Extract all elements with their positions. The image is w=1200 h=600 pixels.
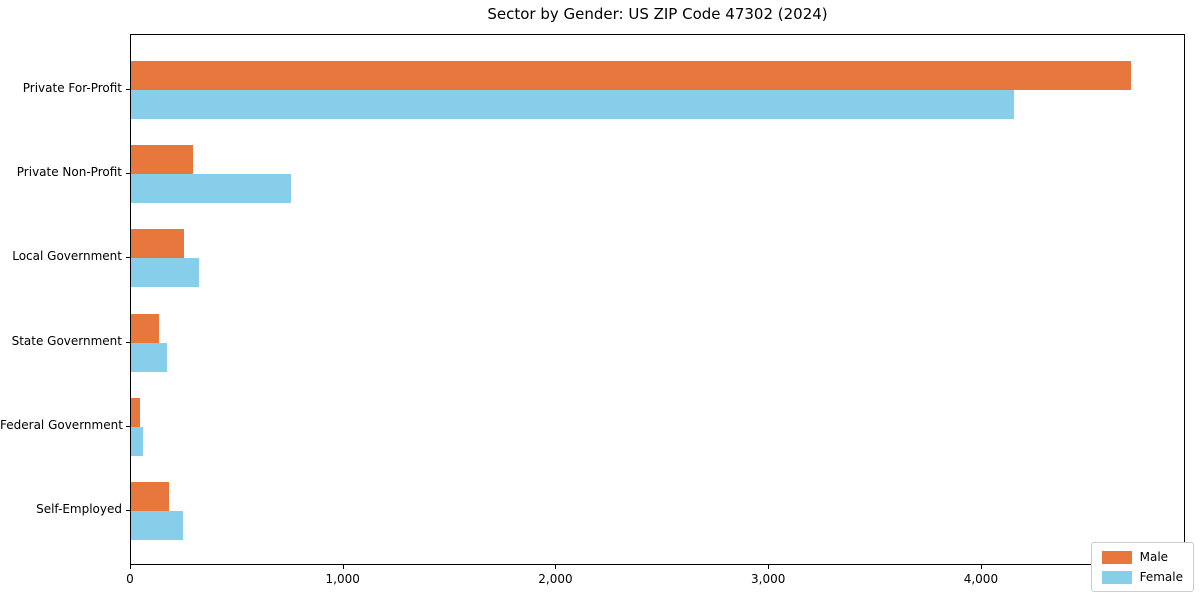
- y-tick-mark: [126, 89, 130, 90]
- y-axis-label: Private For-Profit: [22, 81, 122, 95]
- bar-male: [131, 61, 1131, 90]
- bar-male: [131, 229, 185, 259]
- x-tick-label: 4,000: [963, 572, 999, 586]
- y-tick-mark: [126, 341, 130, 343]
- x-tick-mark: [980, 565, 982, 569]
- legend: Male Female: [1090, 542, 1194, 592]
- bar-group: [131, 482, 184, 540]
- legend-item-female: Female: [1101, 570, 1183, 584]
- y-tick-mark: [126, 257, 130, 259]
- y-tick-mark: [126, 510, 130, 511]
- bar-group: [131, 61, 1131, 119]
- bar-female: [131, 511, 184, 540]
- x-tick-label: 2,000: [538, 572, 573, 586]
- bar-group: [131, 229, 200, 288]
- x-tick-mark: [342, 565, 344, 569]
- y-axis-label: State Government: [11, 333, 122, 348]
- y-axis-label: Federal Government: [0, 417, 123, 432]
- legend-label: Female: [1139, 570, 1183, 584]
- legend-swatch-female: [1101, 570, 1132, 584]
- bar-male: [131, 397, 140, 427]
- x-tick-mark: [130, 565, 131, 569]
- x-tick-mark: [768, 565, 770, 569]
- legend-label: Male: [1139, 550, 1169, 564]
- bar-female: [131, 426, 143, 456]
- bar-group: [131, 397, 143, 456]
- bar-group: [131, 145, 291, 204]
- bar-male: [131, 482, 170, 511]
- y-axis-label: Private Non-Profit: [16, 165, 122, 180]
- y-axis-label: Local Government: [12, 249, 122, 264]
- x-tick-label: 1,000: [325, 572, 360, 586]
- x-tick-label: 3,000: [750, 572, 786, 586]
- legend-swatch-male: [1101, 550, 1132, 564]
- bar-female: [131, 174, 291, 204]
- y-tick-mark: [126, 425, 130, 427]
- bar-male: [131, 145, 193, 175]
- chart-title: Sector by Gender: US ZIP Code 47302 (202…: [487, 5, 828, 23]
- x-tick-mark: [555, 565, 557, 569]
- bar-group: [131, 313, 168, 372]
- bar-female: [131, 342, 168, 372]
- y-tick-mark: [126, 173, 130, 175]
- y-axis-label: Self-Employed: [36, 502, 122, 516]
- x-tick-label: 0: [126, 572, 134, 586]
- bar-female: [131, 90, 1014, 119]
- plot-area: [130, 34, 1185, 565]
- bar-male: [131, 313, 159, 343]
- bar-female: [131, 258, 200, 288]
- legend-item-male: Male: [1101, 550, 1183, 564]
